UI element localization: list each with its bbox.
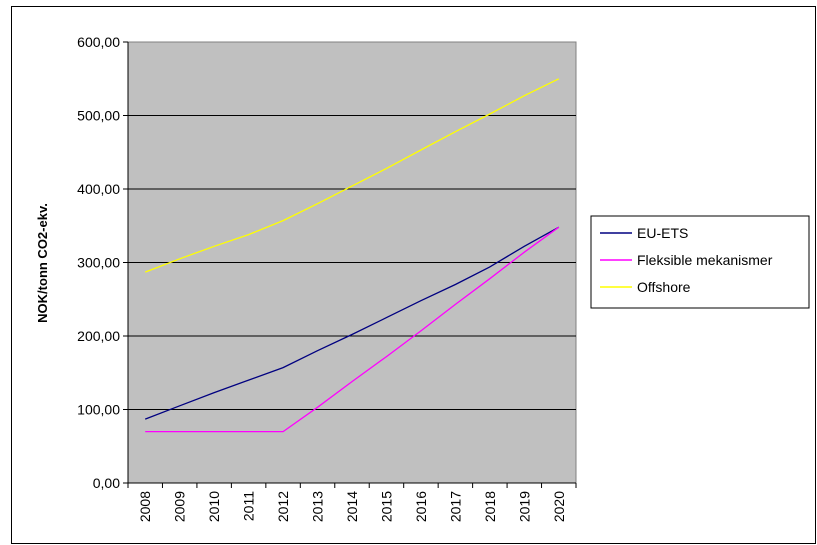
series-line-offshore xyxy=(144,78,560,273)
x-tick-label: 2018 xyxy=(482,491,498,522)
x-tick-label: 2017 xyxy=(447,491,463,522)
y-tick-label: 400,00 xyxy=(77,181,120,197)
y-axis-label: NOK/tonn CO2-ekv. xyxy=(35,203,50,323)
x-tick-label: 2012 xyxy=(275,491,291,522)
x-tick-label: 2009 xyxy=(172,491,188,522)
y-tick-label: 500,00 xyxy=(77,108,120,124)
y-tick-label: 300,00 xyxy=(77,255,120,271)
x-tick-label: 2014 xyxy=(344,491,360,522)
x-tick-label: 2019 xyxy=(516,491,532,522)
x-tick-label: 2016 xyxy=(413,491,429,522)
y-tick-label: 200,00 xyxy=(77,328,120,344)
y-tick-label: 100,00 xyxy=(77,402,120,418)
x-tick-label: 2020 xyxy=(551,491,567,522)
series-lines xyxy=(144,78,560,433)
x-tick-label: 2008 xyxy=(137,491,153,522)
y-tick-label: 600,00 xyxy=(77,34,120,50)
series-line-fleksible-mekanismer xyxy=(145,226,560,433)
legend-box xyxy=(590,215,810,309)
series-line-eu-ets xyxy=(144,226,560,420)
legend-label: EU-ETS xyxy=(637,225,688,241)
x-tick-label: 2015 xyxy=(378,491,394,522)
gridlines xyxy=(128,115,576,410)
legend-label: Offshore xyxy=(637,279,691,295)
x-tick-label: 2010 xyxy=(206,491,222,522)
y-tick-label: 0,00 xyxy=(93,475,120,491)
y-axis-ticks: 0,00 100,00 200,00 300,00 400,00 500,00 600,00 xyxy=(77,34,129,491)
x-tick-label: 2013 xyxy=(310,491,326,522)
legend: EU-ETS Fleksible mekanismer Offshore xyxy=(590,215,810,309)
legend-label: Fleksible mekanismer xyxy=(637,252,773,268)
x-tick-label: 2011 xyxy=(241,491,257,521)
x-axis-ticks: 2008 2009 2010 2011 2012 2013 2014 2015 2016 2017… xyxy=(127,482,577,522)
